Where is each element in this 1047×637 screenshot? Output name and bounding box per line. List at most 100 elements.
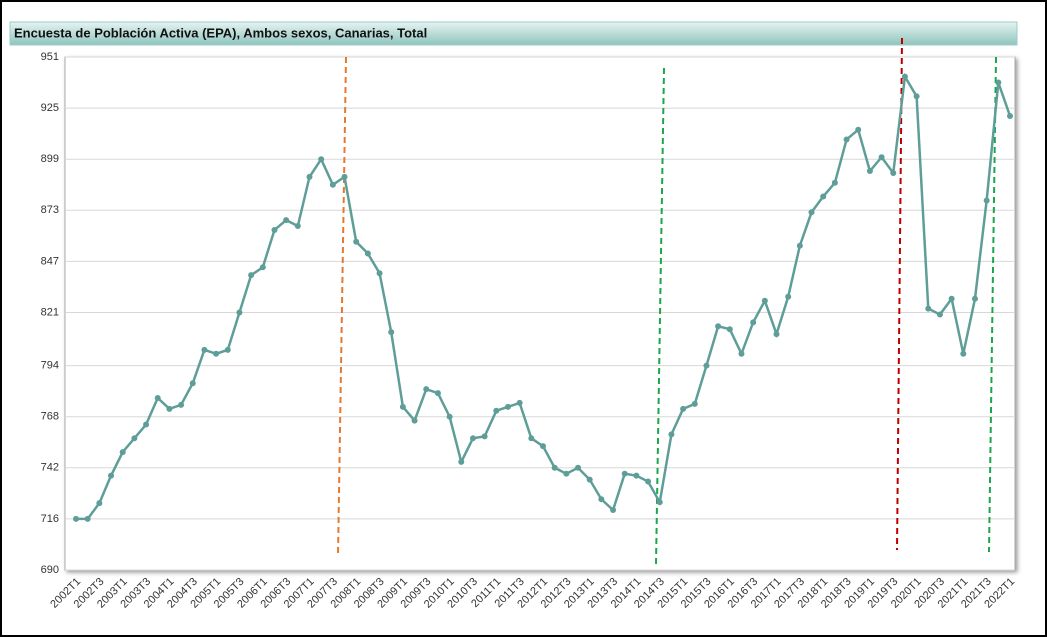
data-point bbox=[224, 346, 231, 353]
data-point bbox=[248, 272, 255, 279]
y-tick-label: 847 bbox=[41, 255, 59, 267]
data-point bbox=[131, 435, 138, 442]
data-point bbox=[878, 154, 885, 161]
data-point bbox=[808, 209, 815, 216]
data-point bbox=[271, 226, 278, 233]
data-point bbox=[621, 470, 628, 477]
data-point bbox=[913, 93, 920, 100]
y-tick-label: 716 bbox=[41, 513, 59, 525]
chart-title: Encuesta de Población Activa (EPA), Ambo… bbox=[14, 25, 427, 40]
data-point bbox=[773, 331, 780, 338]
y-tick-label: 690 bbox=[41, 564, 59, 576]
data-point bbox=[586, 476, 593, 483]
data-point bbox=[213, 350, 220, 357]
data-point bbox=[610, 507, 617, 514]
data-point bbox=[726, 326, 733, 333]
plot-area bbox=[64, 56, 1016, 571]
data-point bbox=[434, 390, 441, 397]
data-point bbox=[598, 496, 605, 503]
y-tick-label: 899 bbox=[41, 153, 59, 165]
y-tick-label: 925 bbox=[41, 102, 59, 114]
data-point bbox=[119, 449, 126, 456]
data-point bbox=[166, 405, 173, 412]
data-point bbox=[504, 403, 511, 410]
data-point bbox=[831, 179, 838, 186]
data-point bbox=[178, 401, 185, 408]
data-point bbox=[855, 126, 862, 133]
annotation-line bbox=[655, 67, 665, 566]
annotation-line bbox=[988, 56, 997, 553]
data-point bbox=[680, 405, 687, 412]
data-point bbox=[901, 73, 908, 80]
data-point bbox=[73, 515, 79, 522]
data-point bbox=[703, 362, 710, 369]
data-point bbox=[294, 223, 301, 230]
data-point bbox=[201, 346, 208, 353]
data-point bbox=[423, 386, 430, 393]
y-tick-label: 821 bbox=[41, 306, 59, 318]
y-tick-label: 742 bbox=[41, 462, 59, 474]
data-point bbox=[761, 297, 768, 304]
data-point bbox=[493, 407, 500, 414]
data-point bbox=[633, 472, 640, 479]
data-point bbox=[843, 136, 850, 143]
data-point bbox=[820, 193, 827, 200]
data-point bbox=[983, 197, 990, 204]
data-point bbox=[516, 399, 523, 406]
data-point bbox=[645, 478, 652, 485]
data-point bbox=[925, 305, 932, 312]
data-point bbox=[154, 395, 161, 402]
data-point bbox=[528, 435, 535, 442]
data-point bbox=[866, 168, 873, 174]
y-tick-label: 794 bbox=[41, 359, 59, 371]
data-point bbox=[540, 443, 546, 450]
data-point bbox=[936, 311, 943, 318]
title-bar bbox=[9, 21, 1018, 46]
data-point bbox=[236, 309, 243, 316]
data-point bbox=[469, 435, 476, 442]
data-point bbox=[971, 295, 978, 302]
data-point bbox=[399, 403, 406, 410]
data-point bbox=[890, 169, 897, 176]
data-point bbox=[411, 417, 418, 424]
annotation-line bbox=[896, 37, 903, 551]
data-point bbox=[329, 181, 336, 188]
data-point bbox=[353, 238, 360, 245]
data-point bbox=[376, 270, 383, 277]
data-point bbox=[318, 156, 325, 163]
data-point bbox=[668, 431, 675, 438]
data-point bbox=[750, 319, 757, 326]
data-point bbox=[96, 500, 103, 507]
y-tick-label: 768 bbox=[41, 411, 59, 423]
data-point bbox=[458, 458, 465, 465]
data-point bbox=[189, 380, 196, 387]
data-point bbox=[738, 350, 745, 357]
data-point bbox=[656, 499, 663, 506]
data-point bbox=[995, 79, 1002, 86]
data-point bbox=[341, 173, 348, 180]
data-point bbox=[563, 470, 570, 477]
data-point bbox=[575, 464, 582, 471]
data-point bbox=[364, 250, 371, 257]
data-point bbox=[388, 329, 395, 336]
data-point bbox=[143, 421, 150, 428]
annotation-line bbox=[337, 56, 347, 556]
data-point bbox=[84, 515, 91, 522]
data-point bbox=[446, 413, 453, 420]
data-point bbox=[283, 217, 290, 224]
data-point bbox=[108, 472, 115, 479]
data-point bbox=[481, 433, 488, 440]
data-point bbox=[691, 400, 698, 407]
y-tick-label: 951 bbox=[41, 51, 59, 63]
data-point bbox=[960, 350, 967, 357]
data-point bbox=[1007, 112, 1013, 119]
data-point bbox=[715, 323, 722, 330]
data-point bbox=[259, 264, 266, 271]
data-point bbox=[785, 293, 792, 300]
data-point bbox=[551, 464, 558, 471]
data-point bbox=[306, 173, 313, 180]
data-point bbox=[796, 242, 803, 249]
y-tick-label: 873 bbox=[41, 204, 59, 216]
data-point bbox=[948, 295, 955, 302]
